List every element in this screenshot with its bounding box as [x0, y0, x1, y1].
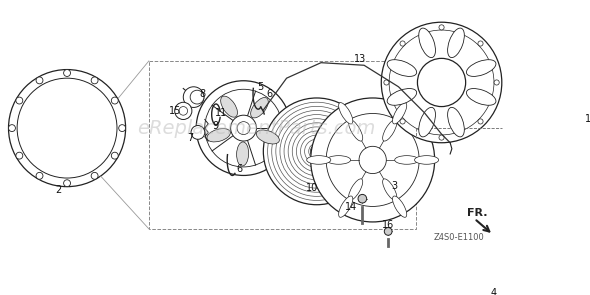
Ellipse shape [387, 60, 417, 76]
Ellipse shape [191, 126, 205, 139]
Ellipse shape [64, 70, 70, 76]
Ellipse shape [307, 156, 331, 164]
Ellipse shape [221, 96, 237, 117]
Text: 14: 14 [345, 202, 358, 212]
Ellipse shape [448, 28, 464, 58]
Ellipse shape [251, 98, 268, 118]
Text: 12: 12 [585, 114, 590, 124]
Text: 4: 4 [490, 289, 496, 295]
Ellipse shape [400, 41, 405, 46]
Bar [149, 61, 416, 229]
Ellipse shape [112, 97, 118, 104]
Ellipse shape [358, 194, 366, 203]
Text: 7: 7 [187, 133, 194, 143]
Text: 15: 15 [169, 106, 181, 116]
Text: Z4S0-E1100: Z4S0-E1100 [434, 233, 484, 242]
Ellipse shape [207, 129, 230, 142]
Ellipse shape [16, 152, 23, 159]
Ellipse shape [196, 81, 291, 176]
Text: 16: 16 [382, 219, 394, 230]
Ellipse shape [256, 130, 279, 144]
Ellipse shape [326, 156, 350, 164]
Ellipse shape [237, 142, 248, 166]
Ellipse shape [419, 107, 435, 137]
Ellipse shape [91, 172, 98, 179]
Ellipse shape [395, 156, 419, 164]
Ellipse shape [478, 41, 483, 46]
Text: 13: 13 [353, 54, 366, 64]
Ellipse shape [311, 98, 435, 222]
Ellipse shape [381, 22, 502, 143]
Text: 11: 11 [215, 108, 227, 118]
Ellipse shape [237, 122, 250, 135]
Ellipse shape [418, 58, 466, 106]
Ellipse shape [64, 180, 70, 187]
Text: 5: 5 [258, 82, 264, 92]
Text: 6: 6 [266, 89, 273, 99]
Ellipse shape [36, 77, 43, 84]
Ellipse shape [310, 145, 323, 158]
Ellipse shape [494, 80, 499, 85]
Ellipse shape [8, 125, 15, 132]
Ellipse shape [559, 133, 565, 140]
Text: 8: 8 [199, 89, 205, 99]
Ellipse shape [91, 77, 98, 84]
Ellipse shape [415, 156, 438, 164]
Ellipse shape [359, 146, 386, 173]
Ellipse shape [183, 87, 204, 107]
Text: 2: 2 [55, 185, 61, 195]
Text: 3: 3 [391, 181, 397, 191]
Ellipse shape [439, 135, 444, 140]
Ellipse shape [383, 179, 397, 200]
Text: 6: 6 [236, 163, 242, 173]
Ellipse shape [339, 196, 353, 217]
Ellipse shape [231, 115, 257, 141]
Ellipse shape [349, 179, 363, 200]
Ellipse shape [467, 88, 496, 105]
Text: FR.: FR. [467, 208, 488, 218]
Ellipse shape [419, 28, 435, 58]
Ellipse shape [384, 80, 389, 85]
Ellipse shape [175, 102, 192, 119]
Ellipse shape [119, 125, 126, 132]
Text: eReplacementParts.com: eReplacementParts.com [137, 119, 376, 137]
Ellipse shape [400, 119, 405, 124]
Ellipse shape [112, 152, 118, 159]
Bar [581, 126, 590, 147]
Ellipse shape [467, 60, 496, 76]
Ellipse shape [392, 103, 407, 124]
Ellipse shape [339, 103, 353, 124]
Ellipse shape [448, 107, 464, 137]
Text: 9: 9 [212, 121, 218, 130]
Text: 10: 10 [306, 183, 319, 193]
Ellipse shape [384, 227, 392, 235]
Ellipse shape [478, 119, 483, 124]
Ellipse shape [16, 97, 23, 104]
Ellipse shape [190, 90, 204, 104]
Ellipse shape [263, 98, 370, 205]
Ellipse shape [349, 120, 363, 141]
Ellipse shape [439, 25, 444, 30]
Ellipse shape [387, 88, 417, 105]
Ellipse shape [392, 196, 407, 217]
Ellipse shape [36, 172, 43, 179]
Ellipse shape [383, 120, 397, 141]
